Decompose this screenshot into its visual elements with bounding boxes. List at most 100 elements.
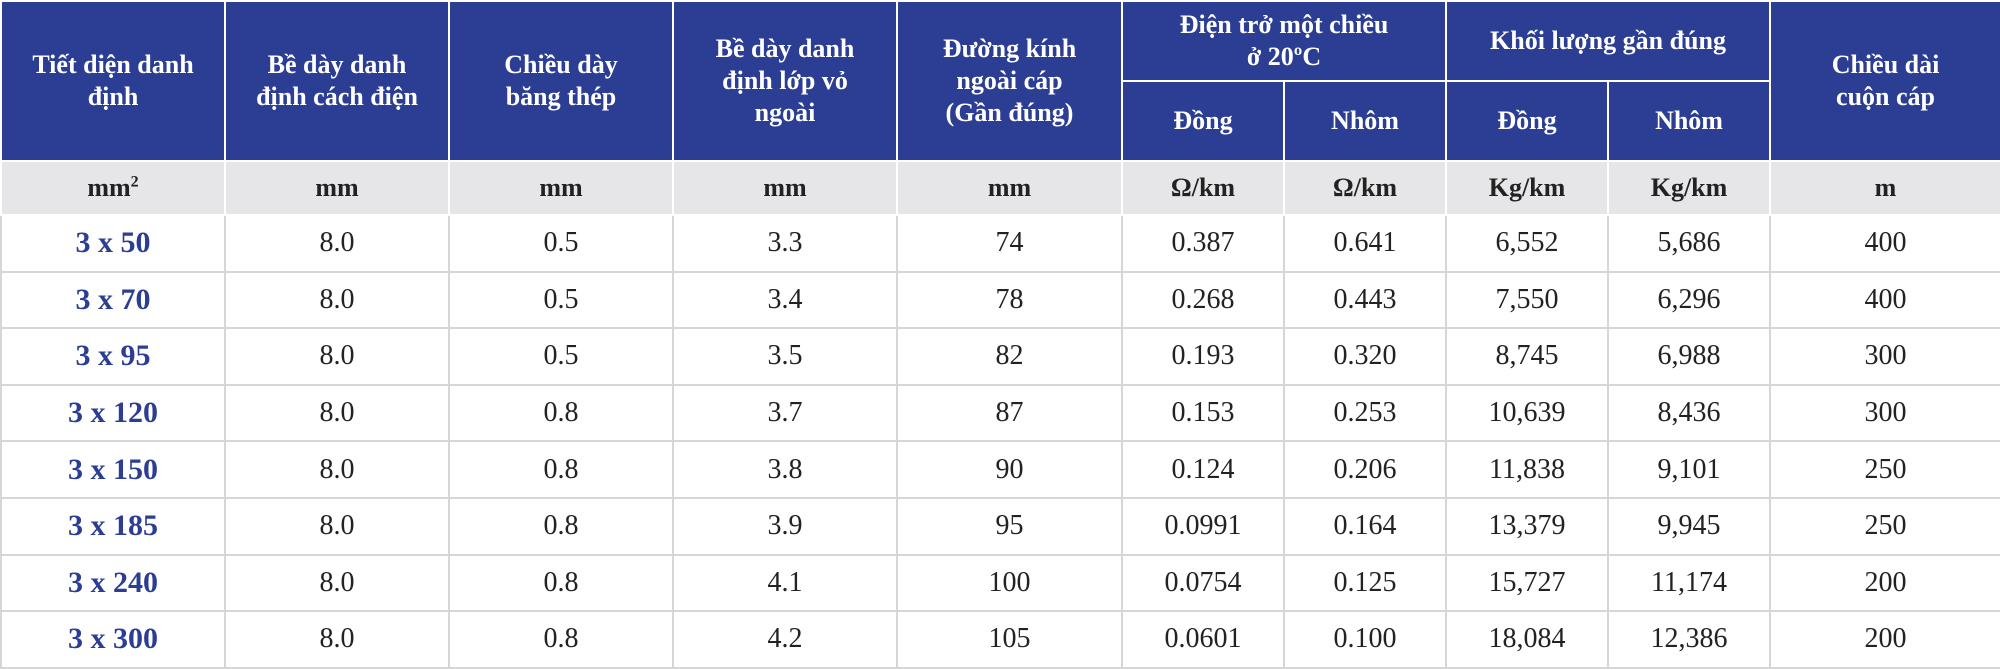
cell-size: 3 x 240 xyxy=(0,553,226,613)
unit-cach-dien: mm xyxy=(224,160,450,216)
cell-value: 3.9 xyxy=(672,496,898,556)
cell-value: 5,686 xyxy=(1607,214,1772,273)
cell-value: 8,436 xyxy=(1607,383,1772,443)
cell-value: 8.0 xyxy=(224,610,450,669)
cell-size: 3 x 185 xyxy=(0,496,226,556)
table-row: 3 x 50 8.0 0.5 3.3 74 0.387 0.641 6,552 … xyxy=(0,214,2000,273)
header-khoi-luong-dong: Đồng xyxy=(1445,80,1610,162)
cell-value: 0.253 xyxy=(1282,383,1448,443)
cell-value: 0.8 xyxy=(448,553,674,613)
cell-value: 6,988 xyxy=(1607,327,1772,386)
cell-value: 0.0601 xyxy=(1121,610,1285,669)
header-dien-tro: Điện trở một chiều ở 20ºC xyxy=(1120,0,1448,82)
cell-value: 10,639 xyxy=(1445,383,1610,443)
cell-value: 250 xyxy=(1769,496,2000,556)
cell-value: 100 xyxy=(896,553,1123,613)
unit-lop-vo: mm xyxy=(672,160,898,216)
cell-value: 0.8 xyxy=(448,383,674,443)
cell-value: 0.5 xyxy=(448,270,674,330)
cell-value: 18,084 xyxy=(1445,610,1610,669)
cell-value: 6,552 xyxy=(1445,214,1610,273)
cell-value: 0.0754 xyxy=(1121,553,1285,613)
cell-value: 95 xyxy=(896,496,1123,556)
units-row: mm2 mm mm mm mm Ω/km Ω/km Kg/km Kg/km m xyxy=(0,160,2000,216)
cell-value: 8,745 xyxy=(1445,327,1610,386)
cell-value: 9,945 xyxy=(1607,496,1772,556)
cell-size: 3 x 300 xyxy=(0,610,226,669)
cell-value: 0.0991 xyxy=(1121,496,1285,556)
cell-value: 4.2 xyxy=(672,610,898,669)
cell-size: 3 x 120 xyxy=(0,383,226,443)
header-row-top: Tiết diện danh định Bề dày danh định các… xyxy=(0,0,2000,162)
cell-value: 0.193 xyxy=(1121,327,1285,386)
cell-value: 105 xyxy=(896,610,1123,669)
cell-value: 0.125 xyxy=(1282,553,1448,613)
cell-value: 8.0 xyxy=(224,270,450,330)
cell-value: 9,101 xyxy=(1607,440,1772,499)
cell-value: 82 xyxy=(896,327,1123,386)
unit-khoi-luong-dong: Kg/km xyxy=(1445,160,1610,216)
unit-dien-tro-nhom: Ω/km xyxy=(1282,160,1448,216)
table-row: 3 x 150 8.0 0.8 3.8 90 0.124 0.206 11,83… xyxy=(0,440,2000,499)
cell-value: 8.0 xyxy=(224,214,450,273)
cell-value: 0.164 xyxy=(1282,496,1448,556)
cell-value: 200 xyxy=(1769,610,2000,669)
header-cach-dien: Bề dày danh định cách điện xyxy=(224,0,450,162)
cell-value: 12,386 xyxy=(1607,610,1772,669)
cell-value: 78 xyxy=(896,270,1123,330)
cell-value: 13,379 xyxy=(1445,496,1610,556)
cell-value: 0.124 xyxy=(1121,440,1285,499)
cell-value: 0.268 xyxy=(1121,270,1285,330)
header-khoi-luong-nhom: Nhôm xyxy=(1607,80,1772,162)
cell-value: 3.3 xyxy=(672,214,898,273)
cell-value: 400 xyxy=(1769,270,2000,330)
cell-value: 300 xyxy=(1769,327,2000,386)
cell-value: 87 xyxy=(896,383,1123,443)
cell-value: 200 xyxy=(1769,553,2000,613)
cell-value: 0.5 xyxy=(448,214,674,273)
cell-size: 3 x 95 xyxy=(0,327,226,386)
cell-value: 250 xyxy=(1769,440,2000,499)
cell-value: 0.641 xyxy=(1282,214,1448,273)
cell-value: 0.8 xyxy=(448,496,674,556)
cell-value: 11,174 xyxy=(1607,553,1772,613)
cell-size: 3 x 150 xyxy=(0,440,226,499)
header-khoi-luong: Khối lượng gần đúng xyxy=(1445,0,1772,82)
header-chieu-dai: Chiều dài cuộn cáp xyxy=(1769,0,2000,162)
cell-value: 3.8 xyxy=(672,440,898,499)
cell-value: 400 xyxy=(1769,214,2000,273)
cell-value: 0.443 xyxy=(1282,270,1448,330)
cell-value: 8.0 xyxy=(224,553,450,613)
header-bang-thep: Chiều dày băng thép xyxy=(448,0,674,162)
table-row: 3 x 95 8.0 0.5 3.5 82 0.193 0.320 8,745 … xyxy=(0,327,2000,386)
cell-size: 3 x 70 xyxy=(0,270,226,330)
header-lop-vo: Bề dày danh định lớp vỏ ngoài xyxy=(672,0,898,162)
cell-value: 0.320 xyxy=(1282,327,1448,386)
cell-size: 3 x 50 xyxy=(0,214,226,273)
unit-dien-tro-dong: Ω/km xyxy=(1121,160,1285,216)
cell-value: 3.4 xyxy=(672,270,898,330)
cell-value: 3.7 xyxy=(672,383,898,443)
header-row-sub: Đồng Nhôm Đồng Nhôm xyxy=(1,80,2000,162)
cell-value: 15,727 xyxy=(1445,553,1610,613)
cell-value: 6,296 xyxy=(1607,270,1772,330)
unit-chieu-dai: m xyxy=(1769,160,2000,216)
cell-value: 0.8 xyxy=(448,610,674,669)
cell-value: 0.206 xyxy=(1282,440,1448,499)
table-row: 3 x 70 8.0 0.5 3.4 78 0.268 0.443 7,550 … xyxy=(0,270,2000,330)
cell-value: 0.153 xyxy=(1121,383,1285,443)
cell-value: 90 xyxy=(896,440,1123,499)
header-dien-tro-nhom: Nhôm xyxy=(1282,80,1448,162)
cell-value: 0.387 xyxy=(1121,214,1285,273)
unit-khoi-luong-nhom: Kg/km xyxy=(1607,160,1772,216)
cell-value: 8.0 xyxy=(224,496,450,556)
cell-value: 300 xyxy=(1769,383,2000,443)
cell-value: 0.5 xyxy=(448,327,674,386)
cell-value: 7,550 xyxy=(1445,270,1610,330)
table-row: 3 x 300 8.0 0.8 4.2 105 0.0601 0.100 18,… xyxy=(0,610,2000,669)
cell-value: 0.8 xyxy=(448,440,674,499)
unit-duong-kinh: mm xyxy=(896,160,1123,216)
unit-bang-thep: mm xyxy=(448,160,674,216)
cell-value: 74 xyxy=(896,214,1123,273)
